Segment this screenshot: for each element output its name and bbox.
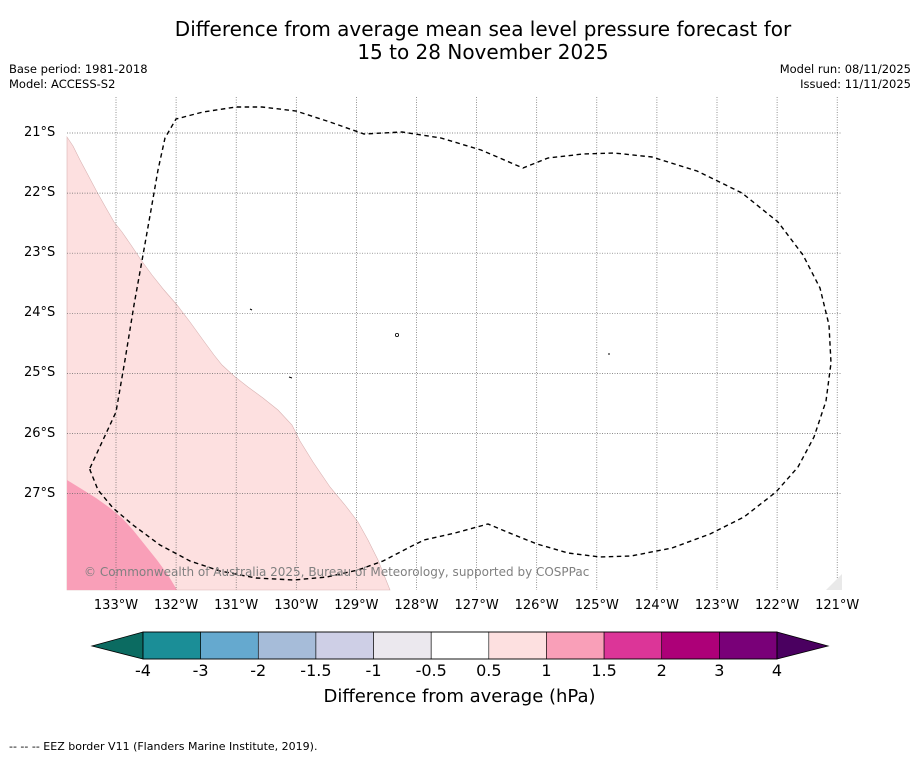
longitude-label: 130°W (274, 598, 319, 613)
anomaly-region-light (66, 136, 391, 591)
colorbar-tick-label: 1 (541, 661, 552, 680)
colorbar-frame (142, 631, 778, 660)
colorbar-label: Difference from average (hPa) (323, 686, 596, 707)
island-marker (394, 332, 399, 337)
colorbar-segment (488, 631, 547, 660)
title-line-2: 15 to 28 November 2025 (357, 40, 609, 64)
colorbar-tick-label: 2 (656, 661, 667, 680)
colorbar-tick-label: -4 (135, 661, 151, 680)
colorbar-segments (142, 631, 778, 660)
latitude-label: 21°S (24, 125, 56, 140)
eez-border (89, 106, 832, 581)
island-marker (249, 308, 253, 311)
colorbar-tick-label: -2 (250, 661, 267, 680)
colorbar-tick-label: 3 (714, 661, 725, 680)
title-line-1: Difference from average mean sea level p… (174, 17, 792, 41)
meta-right: Model run: 08/11/2025 Issued: 11/11/2025 (780, 62, 911, 92)
anomaly-region-medium (67, 480, 177, 590)
colorbar-segment (430, 631, 490, 660)
colorbar-segment (142, 631, 201, 660)
longitude-label: 129°W (334, 598, 379, 613)
map-corner-artifact (826, 574, 842, 590)
longitude-label: 125°W (574, 598, 619, 613)
colorbar-segment (200, 631, 259, 660)
longitude-label: 123°W (694, 598, 740, 613)
colorbar-segment (373, 631, 432, 660)
island-marker (288, 376, 293, 379)
base-period: Base period: 1981-2018 (9, 62, 148, 76)
colorbar-segment (661, 631, 720, 660)
longitude-label: 133°W (93, 598, 139, 613)
colorbar-segment (719, 631, 778, 660)
colorbar-segment (257, 631, 317, 660)
colorbar-tick-label: 0.5 (476, 661, 502, 680)
colorbar-extend-low (90, 631, 144, 660)
latitude-label: 25°S (24, 365, 56, 381)
colorbar-segment (546, 631, 605, 660)
latitude-label: 23°S (24, 245, 56, 261)
longitude-label: 132°W (154, 598, 199, 613)
longitude-label: 121°W (815, 598, 860, 613)
gridlines (67, 97, 842, 590)
longitude-label: 128°W (394, 598, 439, 613)
latitude-label: 27°S (24, 485, 56, 501)
colorbar-tick-label: -1.5 (300, 661, 332, 680)
map-panel (66, 97, 842, 591)
colorbar-tick-label: -1 (365, 661, 382, 680)
colorbar-tick-label: 4 (771, 661, 783, 680)
chart-title: Difference from average mean sea level p… (0, 18, 919, 64)
latitude-label: 26°S (24, 425, 56, 441)
colorbar-segment (603, 631, 663, 660)
latitude-label: 24°S (24, 305, 56, 321)
colorbar (90, 631, 830, 660)
colorbar-segment (315, 631, 374, 660)
longitude-label: 124°W (634, 598, 679, 613)
longitude-label: 122°W (755, 598, 800, 613)
longitude-label: 126°W (514, 598, 559, 613)
model-name: Model: ACCESS-S2 (9, 77, 116, 91)
eez-legend-note: -- -- -- EEZ border V11 (Flanders Marine… (9, 740, 318, 753)
longitude-label: 127°W (454, 598, 499, 613)
meta-left: Base period: 1981-2018 Model: ACCESS-S2 (9, 62, 148, 92)
colorbar-tick-label: -0.5 (415, 661, 447, 680)
colorbar-extend-high (776, 631, 830, 660)
copyright-credit: © Commonwealth of Australia 2025, Bureau… (84, 565, 590, 579)
issued-date: Issued: 11/11/2025 (800, 77, 911, 91)
model-run: Model run: 08/11/2025 (779, 62, 911, 76)
colorbar-tick-label: -3 (192, 661, 209, 680)
colorbar-tick-label: 1.5 (591, 661, 617, 680)
latitude-label: 22°S (24, 185, 56, 201)
longitude-label: 131°W (214, 598, 259, 613)
